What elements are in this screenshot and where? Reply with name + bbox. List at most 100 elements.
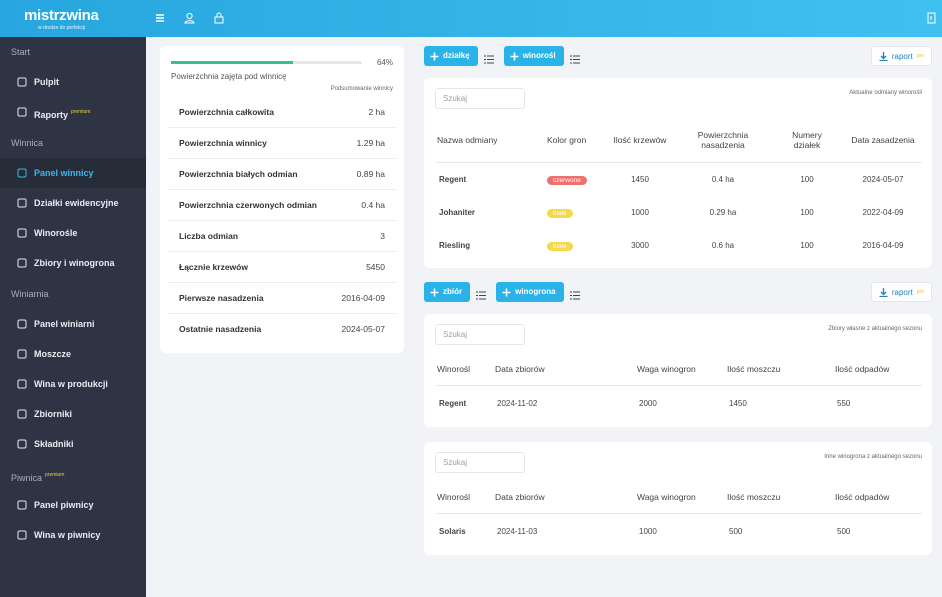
- table-cell: 2024-05-07: [862, 175, 904, 184]
- nav-item[interactable]: Panel piwnicy: [0, 490, 146, 520]
- nav-item[interactable]: Wina w produkcji: [0, 369, 146, 399]
- table-cell: Riesling: [439, 241, 471, 250]
- add-button[interactable]: winorośl: [503, 46, 564, 66]
- nav-item[interactable]: Raporty premium: [0, 97, 146, 127]
- summary-label: Pierwsze nasadzenia: [179, 293, 264, 303]
- list-toggle[interactable]: [483, 51, 494, 69]
- column-header: Ilość moszczu: [726, 480, 834, 514]
- report-button[interactable]: raport pro: [870, 46, 932, 66]
- column-header: Ilość odpadów: [834, 480, 922, 514]
- summary-row: Pierwsze nasadzenia 2016-04-09: [168, 283, 396, 314]
- table-row[interactable]: Johaniter białe 1000 0.29 ha 100 2022-04-09: [436, 196, 922, 229]
- table-row[interactable]: Regent czerwone 1450 0.4 ha 100 2024-05-07: [436, 163, 922, 197]
- table-cell: 2022-04-09: [862, 208, 904, 217]
- nav-icon: [17, 198, 27, 208]
- nav-item[interactable]: Działki ewidencyjne: [0, 188, 146, 218]
- table-cell: 2024-11-02: [497, 398, 538, 408]
- nav-label: Składniki: [34, 439, 74, 450]
- progress-fill: [171, 61, 294, 64]
- column-header-label: Ilość odpadów: [835, 363, 890, 374]
- table-cell: czerwone: [546, 163, 604, 197]
- summary-value: 5450: [366, 262, 385, 272]
- section-label: Winnica: [11, 137, 44, 148]
- nav-item[interactable]: Panel winiarni: [0, 309, 146, 339]
- column-header-label: Ilość odpadów: [835, 491, 890, 502]
- column-header: Ilość krzewów: [604, 118, 676, 163]
- report-label: raport: [891, 287, 913, 297]
- list-toggle[interactable]: [569, 51, 580, 69]
- column-header: Data zasadzenia: [844, 118, 922, 163]
- column-header-label: Ilość krzewów: [613, 135, 667, 145]
- nav-item[interactable]: Zbiory i winogrona: [0, 248, 146, 278]
- table-cell: 100: [800, 208, 814, 217]
- download-icon: [879, 51, 888, 61]
- table-row[interactable]: Regent 2024-11-02 2000 1450 550: [436, 386, 922, 421]
- column-header-label: Ilość moszczu: [727, 363, 781, 374]
- nav-label: Panel piwnicy: [34, 499, 94, 510]
- add-button[interactable]: winogrona: [496, 282, 564, 302]
- lock-icon[interactable]: [214, 12, 224, 24]
- section-label: Piwnica: [11, 472, 43, 483]
- list-toggle[interactable]: [476, 287, 487, 305]
- harvests-toolbar: zbiór winogrona raport pro: [424, 282, 932, 302]
- nav-icon: [17, 379, 27, 389]
- add-button-label: działkę: [443, 51, 470, 60]
- report-button[interactable]: raport pro: [870, 282, 932, 302]
- column-header: Waga winogron: [636, 352, 726, 386]
- nav-label: Raporty: [34, 110, 69, 121]
- table-cell: Solaris: [439, 526, 466, 536]
- nav-item[interactable]: Zbiorniki: [0, 399, 146, 429]
- varieties-toolbar: działkę winorośl raport pro: [424, 46, 932, 66]
- column-header-label: Winorośl: [437, 491, 471, 502]
- add-button[interactable]: zbiór: [424, 282, 471, 302]
- column-header: Winorośl: [436, 352, 494, 386]
- column-header-label: Powierzchnia nasadzenia: [697, 130, 749, 150]
- search-input[interactable]: Szukaj: [435, 452, 525, 473]
- report-label: raport: [891, 51, 913, 61]
- table-row[interactable]: Solaris 2024-11-03 1000 500 500: [436, 514, 922, 549]
- table-cell: 2000: [639, 398, 657, 408]
- user-icon[interactable]: [184, 12, 195, 24]
- menu-icon[interactable]: [155, 13, 165, 23]
- nav-item[interactable]: Pulpit: [0, 67, 146, 97]
- nav-label: Wina w piwnicy: [34, 530, 101, 540]
- list-toggle[interactable]: [569, 287, 580, 305]
- table-cell: Regent: [439, 398, 467, 408]
- varieties-card: Szukaj Aktualne odmiany winorośli Nazwa od…: [424, 78, 932, 268]
- nav-item[interactable]: Składniki: [0, 429, 146, 459]
- progress-track: [171, 61, 362, 64]
- column-header: Data zbiorów: [494, 352, 636, 386]
- other-grapes-card: Szukaj Inne winogrona z aktualnego sezonu…: [424, 442, 932, 555]
- header-row: Winorośl Data zbiorów Waga winogron Ilość m…: [436, 352, 922, 386]
- column-header-label: Data zbiorów: [495, 363, 545, 374]
- table-row[interactable]: Riesling białe 3000 0.6 ha 100 2016-04-09: [436, 229, 922, 262]
- column-header: Numery działek: [770, 118, 844, 163]
- search-input[interactable]: Szukaj: [435, 88, 525, 109]
- color-tag: białe: [547, 241, 573, 251]
- search-input[interactable]: Szukaj: [435, 324, 525, 345]
- nav-item[interactable]: Wina w piwnicy: [0, 520, 146, 550]
- nav-item[interactable]: Winorośle: [0, 218, 146, 248]
- summary-label: Ostatnie nasadzenia: [179, 324, 262, 334]
- summary-value: 2016-04-09: [341, 293, 385, 303]
- nav-icon: [17, 228, 27, 238]
- add-button[interactable]: działkę: [424, 46, 478, 66]
- column-header-label: Winorośl: [437, 363, 471, 374]
- plus-icon: [430, 52, 439, 60]
- column-header: Ilość moszczu: [726, 352, 834, 386]
- table-cell: 0.29 ha: [709, 208, 737, 217]
- summary-subtitle: Podsumowanie winnicy: [330, 86, 393, 92]
- table-body: Solaris 2024-11-03 1000 500 500: [436, 514, 922, 549]
- nav-item[interactable]: Moszcze: [0, 339, 146, 369]
- list-icon: [483, 55, 494, 64]
- nav-item[interactable]: Panel winnicy: [0, 157, 146, 188]
- section-title: Winnica: [0, 128, 146, 158]
- nav-icon: [17, 409, 27, 419]
- logo[interactable]: mistrzwina: [24, 7, 99, 24]
- logout-icon[interactable]: [927, 12, 936, 24]
- table-body: Regent 2024-11-02 2000 1450 550: [436, 386, 922, 421]
- table-cell: 1450: [631, 175, 649, 184]
- nav-label: Wina w produkcji: [34, 379, 108, 390]
- table-cell: 100: [800, 175, 814, 184]
- table-caption: Aktualne odmiany winorośli: [849, 90, 922, 96]
